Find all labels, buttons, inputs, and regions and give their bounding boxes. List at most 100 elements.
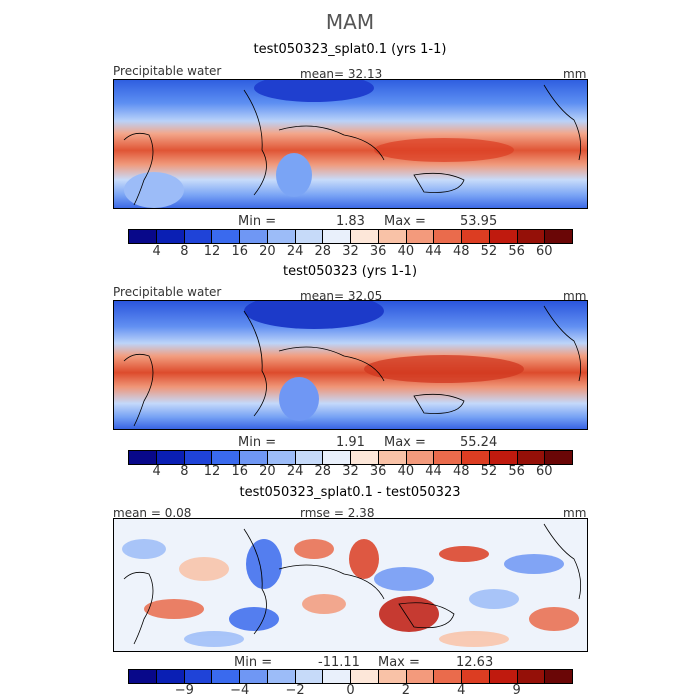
panel2-min-value: 1.91 [336,435,365,450]
colorbar-segment [156,451,185,464]
colorbar-segment [462,670,490,683]
colorbar-segment [462,230,490,243]
colorbar-tick-label: 4 [152,244,161,259]
colorbar-segment [184,451,213,464]
colorbar-tick-label: 48 [452,464,470,479]
panel2-field [114,301,587,429]
colorbar-segment [323,230,351,243]
panel2-variable-label: Precipitable water [113,285,222,299]
colorbar-segment [184,230,213,243]
colorbar-tick-label: 28 [314,464,332,479]
colorbar-tick-label: 16 [231,464,249,479]
panel2-mean-label: mean= 32.05 [300,289,383,303]
colorbar-segment [545,230,572,243]
colorbar-tick-label: 8 [180,244,189,259]
colorbar-segment [295,230,324,243]
colorbar-tick-label: 8 [180,464,189,479]
colorbar-tick-label: 0 [346,683,355,698]
colorbar-segment [267,670,296,683]
panel2-colorbar [128,450,573,465]
panel2-max-label: Max = [384,435,426,450]
panel2-map [113,300,588,430]
panel2-ticks: 4 8 12 16 20 24 28 32 36 40 44 48 52 56 60 [0,464,700,482]
colorbar-segment [212,230,240,243]
colorbar-tick-label: −4 [230,683,250,698]
panel3-map [113,518,588,652]
colorbar-segment [212,670,240,683]
colorbar-tick-label: 44 [425,244,442,259]
colorbar-tick-label: 9 [512,683,521,698]
panel1-field [114,80,587,208]
colorbar-tick-label: 40 [397,244,415,259]
colorbar-tick-label: 32 [342,244,359,259]
colorbar-segment [406,230,435,243]
colorbar-segment [406,670,435,683]
colorbar-tick-label: 40 [397,464,415,479]
colorbar-tick-label: 60 [536,244,553,259]
colorbar-segment [462,451,490,464]
colorbar-segment [489,451,518,464]
panel3-rmse-label: rmse = 2.38 [300,506,375,520]
colorbar-segment [545,451,572,464]
colorbar-segment [323,451,351,464]
panel2-title: test050323 (yrs 1-1) [282,264,418,279]
colorbar-segment [156,670,185,683]
colorbar-segment [378,670,407,683]
colorbar-segment [378,230,407,243]
colorbar-tick-label: 56 [508,464,525,479]
panel1-mean-label: mean= 32.13 [300,67,383,81]
colorbar-segment [240,670,268,683]
colorbar-tick-label: −2 [285,683,305,698]
panel3-max-value: 12.63 [456,655,494,670]
colorbar-segment [517,230,546,243]
panel3-min-label: Min = [234,655,273,670]
colorbar-segment [240,230,268,243]
colorbar-segment [434,451,462,464]
colorbar-segment [406,451,435,464]
colorbar-segment [351,451,379,464]
panel3-max-label: Max = [378,655,420,670]
colorbar-segment [267,451,296,464]
colorbar-segment [489,670,518,683]
colorbar-segment [489,230,518,243]
colorbar-segment [517,451,546,464]
panel2-max-value: 55.24 [460,435,498,450]
colorbar-segment [184,670,213,683]
colorbar-segment [351,670,379,683]
figure-title: MAM [325,10,375,34]
panel1-units-label: mm [563,67,587,81]
colorbar-tick-label: 12 [203,244,221,259]
panel2-min-label: Min = [238,435,277,450]
panel3-units-label: mm [563,506,587,520]
colorbar-tick-label: 28 [314,244,332,259]
colorbar-tick-label: 32 [342,464,359,479]
colorbar-segment [129,451,157,464]
colorbar-segment [295,670,324,683]
colorbar-tick-label: 60 [536,464,553,479]
colorbar-tick-label: −9 [174,683,194,698]
panel3-colorbar [128,669,573,684]
panel3-ticks: −9 −4 −2 0 2 4 9 [0,683,700,700]
colorbar-tick-label: 4 [457,683,466,698]
colorbar-segment [323,670,351,683]
panel1-min-value: 1.83 [336,214,365,229]
colorbar-segment [156,230,185,243]
colorbar-segment [351,230,379,243]
colorbar-tick-label: 20 [259,464,276,479]
colorbar-tick-label: 12 [203,464,221,479]
colorbar-tick-label: 20 [259,244,276,259]
colorbar-segment [517,670,546,683]
panel3-mean-label: mean = 0.08 [113,506,192,520]
colorbar-segment [378,451,407,464]
colorbar-segment [434,230,462,243]
colorbar-segment [434,670,462,683]
colorbar-tick-label: 56 [508,244,525,259]
colorbar-tick-label: 48 [452,244,470,259]
colorbar-tick-label: 44 [425,464,442,479]
colorbar-tick-label: 52 [480,244,498,259]
panel1-min-label: Min = [238,214,277,229]
panel3-field [114,519,587,651]
panel3-title: test050323_splat0.1 - test050323 [239,485,461,500]
panel2-units-label: mm [563,289,587,303]
panel3-min-value: -11.11 [318,655,360,670]
